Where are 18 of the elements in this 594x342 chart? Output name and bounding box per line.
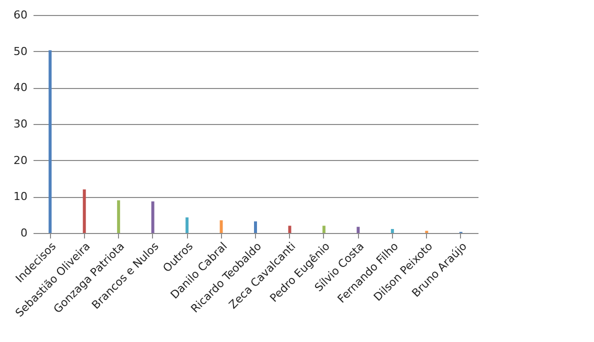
bar [288, 226, 292, 233]
y-tick-label: 60 [14, 8, 28, 22]
bar [151, 201, 154, 233]
bar [322, 226, 326, 233]
bar [82, 189, 86, 233]
bar [356, 226, 360, 233]
y-tick-label: 20 [14, 154, 28, 167]
bar [186, 217, 189, 233]
y-tick-label: 30 [14, 118, 28, 130]
bar [254, 221, 257, 233]
y-tick-label: 10 [14, 190, 28, 204]
bar [390, 229, 394, 233]
bar [220, 220, 223, 233]
y-tick-label: 40 [14, 81, 28, 94]
y-tick-label: 50 [14, 44, 28, 58]
bar [48, 50, 52, 233]
y-tick-label: 0 [20, 226, 28, 240]
bar [117, 200, 120, 233]
